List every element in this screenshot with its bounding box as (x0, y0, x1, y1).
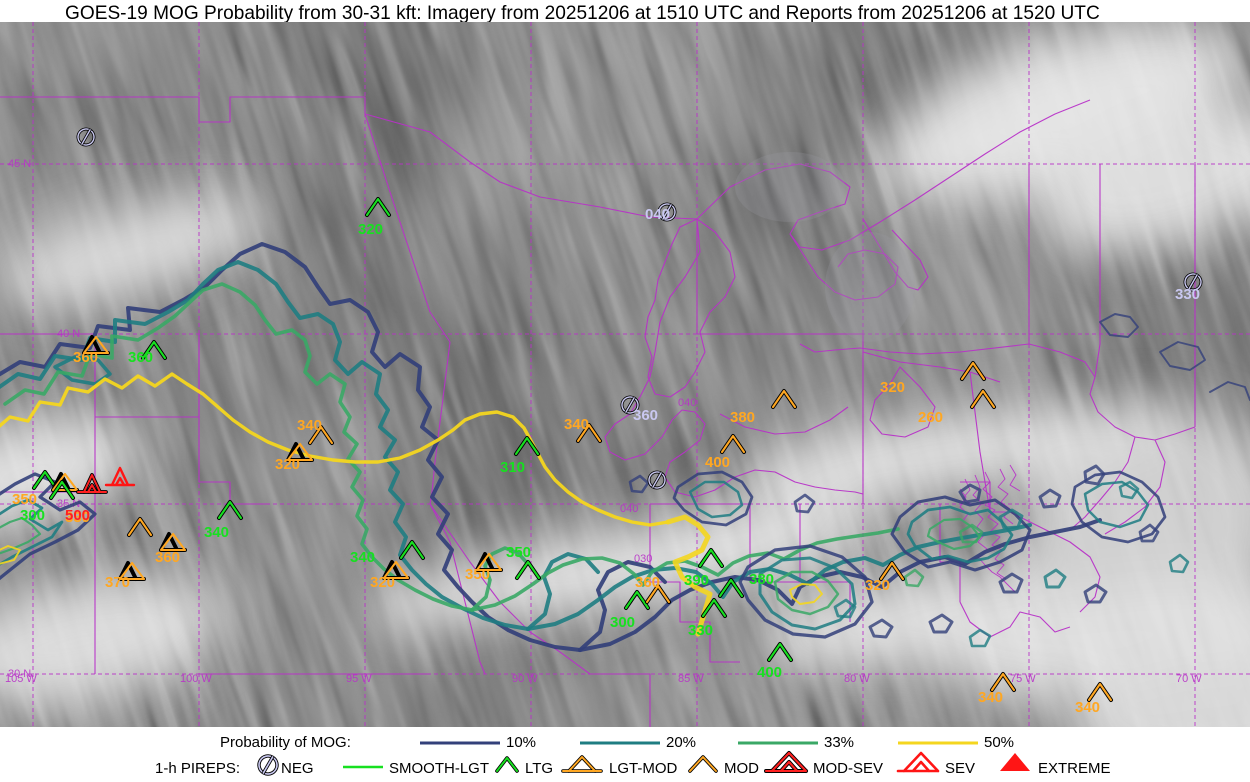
svg-text:20%: 20% (666, 734, 696, 751)
svg-text:85 W: 85 W (678, 673, 704, 685)
svg-text:SEV: SEV (945, 760, 975, 777)
svg-text:Probability of MOG:: Probability of MOG: (220, 734, 351, 751)
svg-text:360: 360 (633, 407, 658, 424)
svg-text:100 W: 100 W (180, 673, 212, 685)
svg-text:105 W: 105 W (5, 673, 37, 685)
svg-text:340: 340 (978, 689, 1003, 706)
svg-text:300: 300 (610, 614, 635, 631)
svg-text:1-h PIREPS:: 1-h PIREPS: (155, 760, 240, 777)
svg-text:MOD-SEV: MOD-SEV (813, 760, 883, 777)
svg-text:75 W: 75 W (1010, 673, 1036, 685)
svg-text:33%: 33% (824, 734, 854, 751)
svg-text:340: 340 (350, 549, 375, 566)
svg-text:400: 400 (705, 454, 730, 471)
svg-text:360: 360 (155, 549, 180, 566)
svg-text:NEG: NEG (281, 760, 314, 777)
svg-text:370: 370 (105, 574, 130, 591)
svg-text:040: 040 (645, 206, 670, 223)
svg-text:340: 340 (1075, 699, 1100, 716)
svg-text:90 W: 90 W (512, 673, 538, 685)
svg-text:80 W: 80 W (844, 673, 870, 685)
svg-text:10%: 10% (506, 734, 536, 751)
svg-text:390: 390 (684, 572, 709, 589)
svg-text:MOD: MOD (724, 760, 759, 777)
svg-text:50%: 50% (984, 734, 1014, 751)
svg-text:360: 360 (635, 574, 660, 591)
svg-text:360: 360 (128, 349, 153, 366)
svg-text:320: 320 (865, 577, 890, 594)
svg-text:260: 260 (918, 409, 943, 426)
svg-text:320: 320 (880, 379, 905, 396)
svg-text:70 W: 70 W (1176, 673, 1202, 685)
svg-text:300: 300 (20, 507, 45, 524)
svg-text:340: 340 (204, 524, 229, 541)
svg-text:360: 360 (73, 349, 98, 366)
svg-text:500: 500 (65, 507, 90, 524)
svg-text:340: 340 (564, 416, 589, 433)
svg-text:380: 380 (730, 409, 755, 426)
svg-text:350: 350 (12, 491, 37, 508)
svg-text:EXTREME: EXTREME (1038, 760, 1111, 777)
svg-text:45 N: 45 N (8, 158, 31, 170)
svg-text:LGT-MOD: LGT-MOD (609, 760, 678, 777)
svg-text:040: 040 (620, 503, 638, 515)
svg-text:310: 310 (500, 459, 525, 476)
svg-text:350: 350 (506, 544, 531, 561)
svg-text:320: 320 (358, 221, 383, 238)
svg-text:350: 350 (465, 566, 490, 583)
svg-text:SMOOTH-LGT: SMOOTH-LGT (389, 760, 489, 777)
svg-text:LTG: LTG (525, 760, 553, 777)
svg-text:330: 330 (688, 622, 713, 639)
svg-text:380: 380 (749, 571, 774, 588)
svg-text:320: 320 (275, 456, 300, 473)
svg-text:040: 040 (678, 397, 696, 409)
svg-text:330: 330 (1175, 286, 1200, 303)
svg-text:320: 320 (370, 574, 395, 591)
svg-text:340: 340 (297, 417, 322, 434)
svg-text:95 W: 95 W (346, 673, 372, 685)
svg-text:400: 400 (757, 664, 782, 681)
